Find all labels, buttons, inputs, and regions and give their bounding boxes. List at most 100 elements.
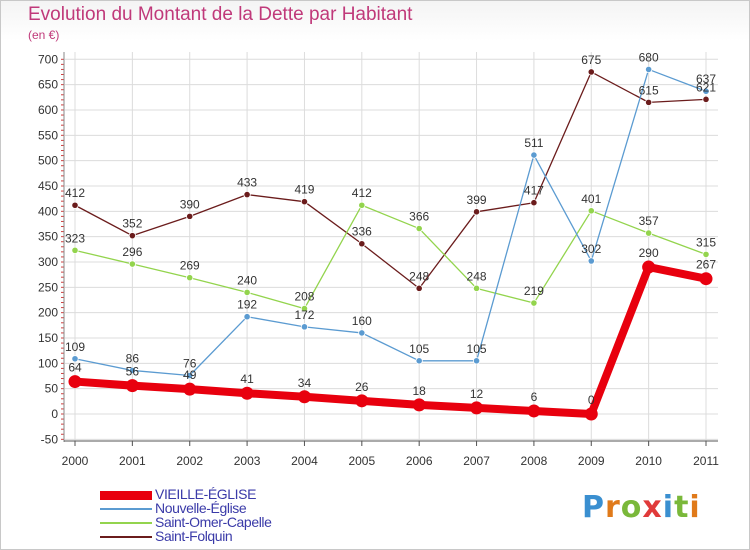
data-point (470, 401, 484, 415)
x-tick-label: 2007 (463, 454, 490, 468)
data-label: 390 (180, 197, 200, 211)
data-label: 323 (65, 231, 85, 245)
data-label: 64 (68, 361, 82, 375)
data-label: 419 (294, 183, 314, 197)
data-label: 105 (467, 342, 487, 356)
data-point (128, 260, 136, 268)
y-unit-label: (en €) (28, 28, 60, 42)
legend-label: Saint-Omer-Capelle (155, 514, 272, 530)
data-label: 680 (639, 50, 659, 64)
legend-swatch (100, 491, 152, 500)
data-label: 248 (467, 269, 487, 283)
data-point (358, 201, 366, 209)
data-label: 401 (581, 192, 601, 206)
y-tick-label: 500 (38, 154, 58, 168)
x-tick-label: 2011 (693, 454, 719, 468)
data-label: 49 (183, 368, 197, 382)
legend-item-saint-folquin: Saint-Folquin (100, 528, 360, 544)
logo-letter: x (642, 490, 663, 525)
logo-letter: i (689, 490, 701, 525)
x-tick-label: 2002 (176, 454, 203, 468)
axes: -50 0 50 100 150 200 250 300 350 400 450 500 550 600 6… (38, 52, 719, 468)
data-point (415, 224, 423, 233)
legend-item-nouvelle-eglise: Nouvelle-Église (100, 500, 360, 516)
data-label: 399 (467, 193, 487, 207)
logo-letter: t (674, 490, 690, 525)
data-point (186, 274, 194, 282)
data-point (472, 208, 481, 216)
data-label: 336 (352, 225, 372, 239)
data-label: 41 (240, 372, 254, 386)
y-tick-label: 250 (38, 280, 58, 294)
data-point (527, 404, 541, 418)
series-line-0 (71, 263, 710, 418)
data-point (358, 329, 366, 337)
y-tick-label: 300 (38, 255, 58, 269)
data-point (243, 288, 251, 296)
logo-letter: r (605, 490, 621, 525)
data-point (702, 95, 710, 103)
data-point (243, 313, 251, 321)
data-label: 412 (65, 186, 85, 200)
logo-letter: i (662, 490, 675, 525)
data-point (358, 240, 366, 248)
data-label: 192 (237, 298, 257, 312)
data-point (645, 229, 653, 237)
x-tick-label: 2010 (635, 454, 662, 468)
data-point (128, 232, 136, 240)
data-label: 675 (581, 53, 601, 67)
data-labels: 412 352 390 433 419 336 248 399 417 675 615 621 323 2… (65, 50, 716, 407)
data-point (587, 68, 595, 76)
data-label: 12 (470, 387, 484, 401)
data-point (186, 371, 194, 380)
data-label: 86 (126, 351, 140, 365)
data-label: 240 (237, 273, 257, 287)
chart-title: Evolution du Montant de la Dette par Hab… (28, 4, 413, 25)
x-tick-label: 2001 (119, 454, 146, 468)
data-label: 267 (696, 258, 716, 272)
data-label: 208 (294, 290, 314, 304)
data-label: 417 (524, 184, 544, 198)
x-tick-label: 2003 (234, 454, 261, 468)
proxiti-logo: Proxiti (582, 490, 701, 525)
data-point (587, 207, 595, 215)
data-label: 315 (696, 235, 716, 249)
data-point (472, 284, 481, 292)
data-label: 0 (588, 393, 595, 407)
data-point (128, 366, 136, 375)
y-tick-label: -50 (41, 432, 59, 446)
y-tick-label: 650 (38, 78, 58, 92)
y-tick-label: 50 (45, 382, 59, 396)
data-label: 621 (696, 80, 716, 94)
x-tick-label: 2009 (578, 454, 605, 468)
data-label: 290 (639, 246, 659, 260)
y-tick-label: 0 (51, 407, 58, 421)
series-line-2 (74, 204, 707, 310)
data-point (530, 199, 538, 207)
data-point (702, 250, 710, 258)
data-point (300, 305, 309, 313)
y-tick-label: 700 (38, 52, 58, 66)
data-point (645, 98, 653, 106)
data-label: 76 (183, 356, 197, 370)
series-lines (68, 65, 713, 421)
data-point (415, 284, 423, 292)
data-point (300, 323, 309, 331)
legend-swatch (100, 522, 152, 524)
y-tick-label: 600 (38, 103, 58, 117)
data-point (587, 257, 595, 265)
data-label: 637 (696, 72, 716, 86)
data-point (300, 198, 309, 206)
data-point (584, 407, 598, 421)
data-label: 302 (581, 242, 601, 256)
data-label: 366 (409, 210, 429, 224)
data-label: 511 (524, 136, 543, 150)
data-label: 412 (352, 186, 372, 200)
data-point (71, 246, 79, 254)
legend-item-saint-omer-capelle: Saint-Omer-Capelle (100, 514, 360, 530)
data-point (186, 212, 194, 220)
y-tick-label: 350 (38, 230, 58, 244)
data-label: 26 (355, 380, 369, 394)
data-label: 34 (298, 376, 312, 390)
